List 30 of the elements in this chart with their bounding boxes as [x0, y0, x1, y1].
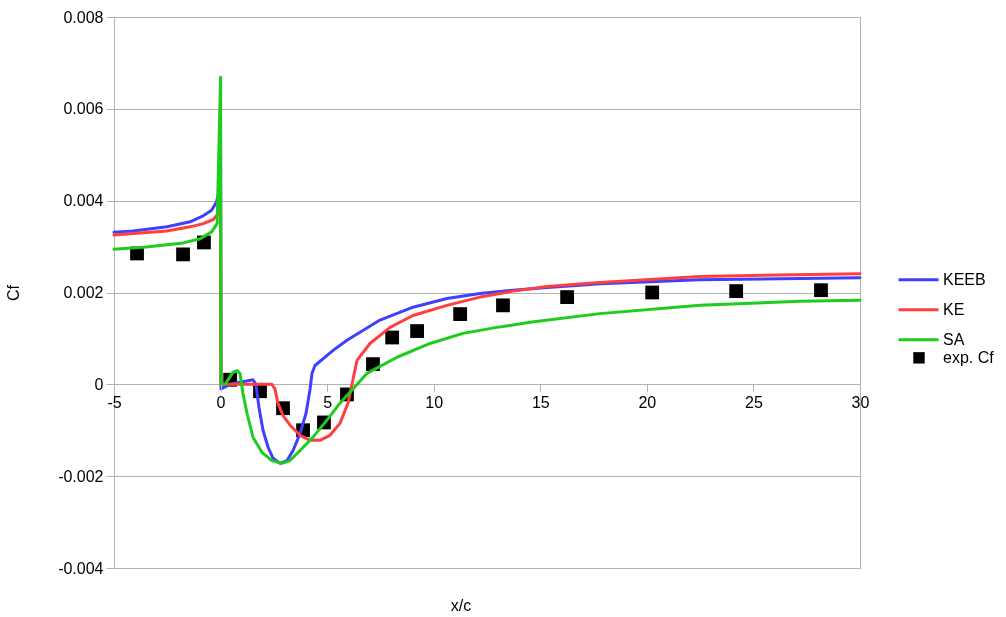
- point: [814, 283, 828, 298]
- y-tick-label: 0.006: [63, 100, 104, 118]
- legend-label: SA: [943, 330, 965, 348]
- legend-label: exp. Cf: [943, 348, 995, 366]
- x-tick-label: 25: [745, 393, 763, 411]
- y-tick-label: 0: [94, 375, 104, 393]
- point: [410, 324, 424, 338]
- x-tick-label: 10: [425, 393, 444, 411]
- x-axis-title: x/c: [450, 597, 472, 614]
- x-tick-label: -5: [107, 393, 122, 411]
- legend-label: KEEB: [943, 270, 986, 288]
- point: [453, 307, 468, 321]
- point: [496, 298, 510, 313]
- y-axis-title: Cf: [4, 284, 22, 301]
- point: [385, 330, 400, 345]
- point: [560, 290, 575, 304]
- y-tick-label: -0.004: [58, 559, 104, 577]
- y-tick-label: -0.002: [58, 467, 104, 485]
- y-tick-label: 0.008: [63, 8, 104, 26]
- y-tick-label: 0.002: [63, 284, 104, 301]
- x-tick-label: 30: [851, 393, 870, 411]
- y-tick-label: 0.004: [63, 192, 104, 210]
- x-tick-label: 20: [638, 393, 657, 411]
- point: [645, 285, 660, 300]
- point: [176, 247, 190, 262]
- x-tick-label: 5: [323, 393, 333, 411]
- point: [729, 284, 744, 299]
- legend-label: KE: [943, 300, 965, 318]
- x-tick-label: 0: [216, 393, 226, 411]
- x-tick-label: 15: [531, 393, 550, 411]
